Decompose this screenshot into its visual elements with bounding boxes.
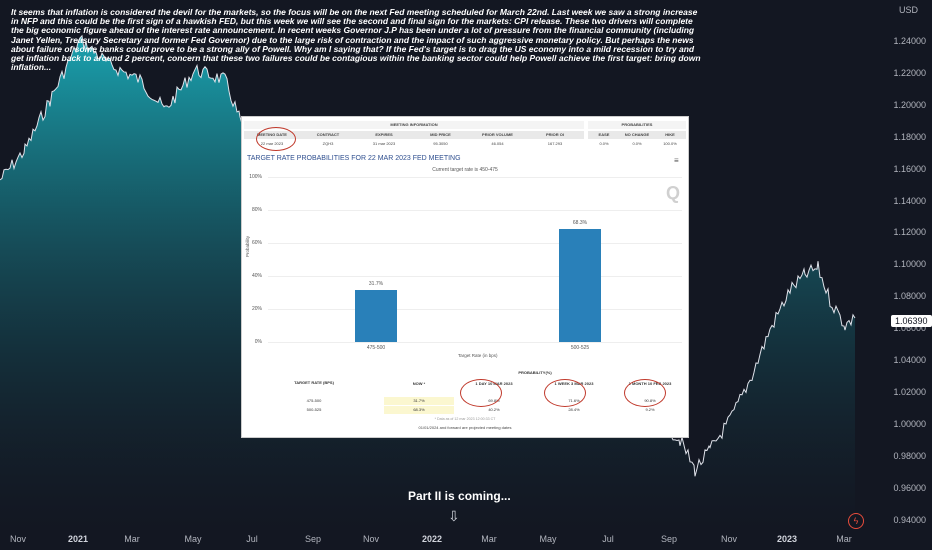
y-tick-label: 1.18000: [893, 131, 926, 142]
flash-icon[interactable]: ϟ: [848, 513, 864, 529]
y-tick-label: 1.14000: [893, 195, 926, 206]
y-tick-label: 1.22000: [893, 67, 926, 78]
x-tick-label: Nov: [9, 534, 27, 544]
annotation-circle: [544, 379, 586, 407]
y-tick-label: 1.08000: [893, 291, 926, 302]
x-tick-label: Nov: [362, 534, 380, 544]
price-axis[interactable]: 1.24000 1.22000 1.20000 1.18000 1.16000 1.140…: [890, 0, 932, 530]
arrow-down-icon: ⇩: [448, 508, 460, 524]
y-tick-label: 100%: [249, 174, 262, 180]
x-tick-label: 2021: [67, 534, 89, 544]
table-cell: 31 mar 2023: [372, 141, 396, 146]
part-two-label: Part II is coming...: [408, 489, 511, 503]
y-tick-label: 1.06000: [893, 323, 926, 334]
column-header: PRIOR VOLUME: [469, 131, 526, 139]
time-axis[interactable]: Nov 2021 Mar May Jul Sep Nov 2022 Mar May Jul Sep No…: [0, 530, 890, 550]
chart-subtitle: Current target rate is 450-475: [432, 167, 498, 173]
y-tick-label: 1.16000: [893, 163, 926, 174]
probability-cell: 68.3%: [384, 406, 454, 414]
data-timestamp: * Data as of 12 mar 2023 12:00:33 CT: [434, 417, 496, 421]
x-axis-label: Target Rate (in bps): [458, 353, 498, 358]
y-tick-label: 1.02000: [893, 386, 926, 397]
fedwatch-panel: MEETING INFORMATION PROBABILITIES MEETING …: [241, 116, 689, 438]
chart-title: TARGET RATE PROBABILITIES FOR 22 MAR 202…: [247, 155, 461, 162]
y-tick-label: 0.94000: [893, 514, 926, 525]
y-tick-label: 40%: [251, 273, 262, 279]
y-tick-label: 1.24000: [893, 36, 926, 46]
table-cell: 0.0%: [599, 141, 609, 146]
cme-logo: Q: [666, 183, 681, 203]
annotation-circle: [624, 379, 666, 407]
y-tick-label: 20%: [251, 306, 262, 312]
probability-cell: 28.4%: [568, 407, 580, 412]
x-tick-label: 500-525: [570, 345, 590, 351]
probability-cell: 31.7%: [384, 397, 454, 405]
gridline: [268, 342, 682, 343]
x-tick-label: 2023: [776, 534, 798, 544]
gridline: [268, 210, 682, 211]
table-cell: ZQH3: [322, 141, 334, 146]
x-tick-label: Sep: [660, 534, 678, 544]
column-header: HIKE: [654, 131, 686, 139]
bar: [355, 289, 397, 342]
x-tick-label: Mar: [836, 534, 852, 544]
menu-icon[interactable]: ≡: [674, 156, 679, 165]
annotation-circle: [460, 379, 502, 407]
y-tick-label: 1.10000: [893, 259, 926, 270]
x-tick-label: 475-500: [366, 345, 386, 351]
x-tick-label: Jul: [246, 534, 258, 544]
probability-header: PROBABILITY(%): [518, 370, 552, 375]
probability-cell: 40.2%: [488, 407, 500, 412]
column-header: PRIOR OI: [526, 131, 584, 139]
column-header: MID PRICE: [412, 131, 469, 139]
y-tick-label: 1.04000: [893, 355, 926, 365]
table-cell: 46.054: [491, 141, 504, 146]
meeting-info-table: MEETING INFORMATION PROBABILITIES MEETING …: [244, 119, 686, 149]
table-cell: 95.3050: [433, 141, 448, 146]
gridline: [268, 276, 682, 277]
y-tick-label: 1.20000: [893, 99, 926, 110]
x-tick-label: Mar: [481, 534, 497, 544]
currency-label: USD: [898, 5, 918, 15]
y-tick-label: 60%: [251, 240, 262, 246]
y-tick-label: 0.96000: [893, 482, 926, 493]
rate-cell: 500-525: [306, 407, 322, 412]
gridline: [268, 243, 682, 244]
probabilities-header: PROBABILITIES: [588, 121, 686, 129]
meeting-date-circle: [256, 127, 296, 151]
y-tick-label: 80%: [251, 207, 262, 213]
rate-header: TARGET RATE (BPS): [294, 380, 334, 385]
table-cell: 0.0%: [632, 141, 642, 146]
x-tick-label: May: [184, 534, 202, 544]
probability-cell: 9.2%: [645, 407, 655, 412]
meeting-info-header: MEETING INFORMATION: [244, 121, 584, 129]
y-tick-label: 1.00000: [893, 418, 926, 429]
x-tick-label: Sep: [304, 534, 322, 544]
bar: [559, 229, 601, 342]
column-header: CONTRACT: [300, 131, 356, 139]
gridline: [268, 309, 682, 310]
last-price-tag: 1.06390: [891, 315, 932, 327]
column-header: EXPIRES: [356, 131, 412, 139]
column-header: NOW *: [412, 381, 426, 386]
y-tick-label: 1.12000: [893, 227, 926, 238]
gridline: [268, 177, 682, 178]
column-header: NO CHANGE: [620, 131, 654, 139]
x-tick-label: Mar: [124, 534, 140, 544]
bar-value-label: 68.3%: [572, 220, 588, 227]
column-header: EASE: [588, 131, 620, 139]
x-tick-label: May: [539, 534, 557, 544]
bar-value-label: 31.7%: [368, 280, 384, 287]
x-tick-label: 2022: [421, 534, 443, 544]
table-cell: 167.293: [547, 141, 563, 146]
x-tick-label: Jul: [602, 534, 614, 544]
footnote: 01/01/2024 and forward are projected mee…: [418, 425, 512, 430]
rate-cell: 475-500: [306, 398, 322, 403]
y-tick-label: 0.98000: [893, 450, 926, 461]
table-cell: 100.0%: [663, 141, 677, 146]
idea-text: It seems that inflation is considered th…: [11, 7, 701, 73]
y-tick-label: 0%: [254, 339, 262, 345]
x-tick-label: Nov: [720, 534, 738, 544]
